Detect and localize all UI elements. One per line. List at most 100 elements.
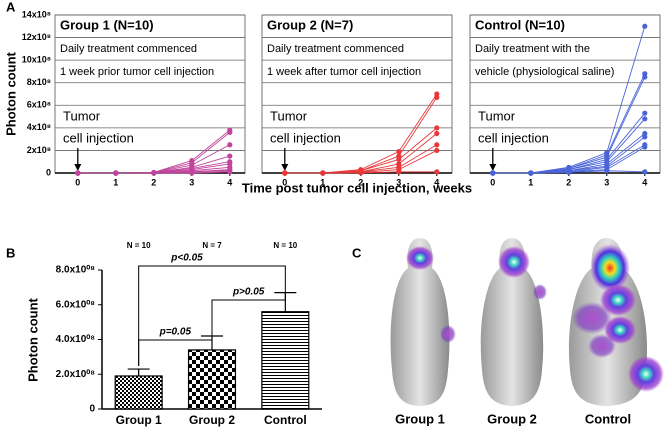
bar [187, 349, 237, 410]
data-point [396, 169, 402, 175]
data-point [396, 156, 402, 163]
panel-title: Group 1 (N=10) [60, 17, 154, 32]
x-tick-label: 4 [434, 177, 439, 187]
p-value-label: p=0.05 [159, 327, 192, 338]
y-tick-label: 12x10⁸ [22, 32, 51, 42]
data-point [227, 169, 233, 175]
mouse-images [390, 238, 664, 406]
annotation: Tumor [270, 108, 308, 123]
x-tick-label: Group 2 [189, 413, 235, 427]
data-point [434, 169, 440, 175]
mouse [480, 238, 547, 406]
y-tick-label: 6.0x10⁰⁸ [56, 299, 96, 310]
data-point [396, 148, 402, 155]
annotation: Tumor [63, 108, 101, 123]
mouse [390, 238, 456, 406]
annotation: Daily treatment with the [475, 43, 590, 55]
x-tick-label: Control [264, 413, 307, 427]
p-value-label: p>0.05 [232, 287, 265, 298]
y-tick-label: 2.0x10⁰⁸ [56, 369, 96, 380]
image-caption: Control [585, 411, 631, 426]
data-point [227, 129, 233, 135]
x-tick-label: 0 [75, 177, 80, 187]
x-tick-label: 0 [282, 177, 287, 187]
x-tick-label: 1 [528, 177, 533, 187]
annotation: Daily treatment commenced [267, 43, 404, 55]
x-axis-label: Time post tumor cell injection, weeks [242, 180, 472, 195]
bar [114, 375, 163, 410]
plot-frame [261, 14, 453, 174]
x-tick-label: 2 [358, 177, 363, 187]
x-tick-label: 1 [113, 177, 118, 187]
annotation: cell injection [270, 130, 341, 145]
significance-bracket [211, 289, 286, 334]
y-tick-label: 0 [46, 167, 51, 177]
plot-frame [54, 14, 246, 174]
data-point [189, 170, 195, 176]
data-point [642, 169, 648, 175]
mouse [568, 238, 664, 406]
y-axis-label: Photon count [25, 297, 40, 381]
data-point [75, 170, 81, 176]
annotation: vehicle (physiological saline) [475, 66, 614, 78]
n-label: N = 10 [127, 241, 151, 250]
arrow-head [281, 164, 289, 171]
n-label: N = 7 [202, 241, 222, 250]
x-tick-label: 3 [189, 177, 194, 187]
arrow-head [74, 164, 82, 171]
annotation: Daily treatment commenced [60, 43, 197, 55]
y-tick-label: 2x10⁸ [27, 145, 51, 155]
panel-title: Control (N=10) [475, 17, 565, 32]
panel-letter: C [352, 245, 362, 260]
y-axis-label: Photon count [3, 51, 18, 135]
data-point [151, 170, 157, 176]
annotation: cell injection [478, 130, 549, 145]
data-point [434, 147, 440, 154]
annotation: 1 week prior tumor cell injection [60, 66, 214, 78]
y-tick-label: 0 [89, 404, 95, 415]
x-tick-label: 3 [396, 177, 401, 187]
data-point [604, 168, 610, 174]
data-point [642, 74, 648, 80]
data-point [434, 125, 440, 131]
x-tick-label: 4 [227, 177, 232, 187]
panel-letter: B [6, 245, 15, 260]
data-point [642, 116, 648, 122]
data-point [490, 170, 496, 176]
data-point [227, 153, 233, 159]
x-tick-label: 3 [604, 177, 609, 187]
data-point [320, 170, 326, 176]
p-value-label: p<0.05 [170, 253, 203, 264]
panel-title: Group 2 (N=7) [267, 17, 353, 32]
series-line [77, 144, 231, 174]
y-tick-label: 10x10⁸ [22, 55, 51, 65]
arrow-head [489, 164, 497, 171]
data-point [434, 130, 440, 137]
bar [261, 311, 310, 410]
y-tick-label: 8x10⁸ [27, 77, 51, 87]
plot-frame [469, 14, 661, 174]
x-tick-label: 0 [490, 177, 495, 187]
significance-bracket [138, 333, 213, 367]
annotation: Tumor [478, 108, 516, 123]
y-tick-label: 14x10⁸ [22, 9, 51, 19]
data-point [642, 144, 648, 150]
x-tick-label: 2 [566, 177, 571, 187]
y-tick-label: 4.0x10⁰⁸ [56, 334, 96, 345]
n-label: N = 10 [273, 241, 297, 250]
data-point [227, 142, 233, 148]
data-point [528, 170, 534, 176]
y-tick-label: 4x10⁸ [27, 122, 51, 132]
panel-letter: A [6, 0, 16, 14]
data-point [642, 134, 648, 140]
data-point [566, 169, 572, 176]
data-point [113, 170, 119, 176]
x-tick-label: Group 1 [116, 413, 162, 427]
data-point [282, 170, 288, 176]
y-tick-label: 6x10⁸ [27, 100, 51, 110]
x-tick-label: 1 [320, 177, 325, 187]
x-tick-label: 4 [642, 177, 647, 187]
annotation: cell injection [63, 130, 134, 145]
image-caption: Group 1 [395, 411, 445, 426]
